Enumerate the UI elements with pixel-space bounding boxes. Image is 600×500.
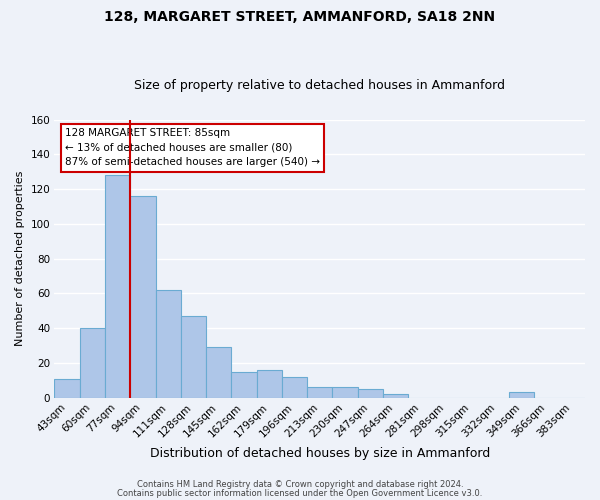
Bar (181, 316, 206, 398)
Bar (332, 387, 358, 398)
Bar (257, 370, 282, 398)
Bar (383, 394, 408, 398)
Bar (130, 196, 155, 398)
Text: Contains HM Land Registry data © Crown copyright and database right 2024.: Contains HM Land Registry data © Crown c… (137, 480, 463, 489)
Bar (55, 378, 80, 398)
Bar (206, 347, 232, 398)
Y-axis label: Number of detached properties: Number of detached properties (15, 171, 25, 346)
Bar (509, 392, 535, 398)
Title: Size of property relative to detached houses in Ammanford: Size of property relative to detached ho… (134, 79, 505, 92)
Bar (155, 290, 181, 398)
Bar (105, 175, 130, 398)
Bar (80, 328, 105, 398)
Bar (232, 372, 257, 398)
Text: Contains public sector information licensed under the Open Government Licence v3: Contains public sector information licen… (118, 488, 482, 498)
Text: 128 MARGARET STREET: 85sqm
← 13% of detached houses are smaller (80)
87% of semi: 128 MARGARET STREET: 85sqm ← 13% of deta… (65, 128, 320, 168)
Bar (358, 389, 383, 398)
X-axis label: Distribution of detached houses by size in Ammanford: Distribution of detached houses by size … (149, 447, 490, 460)
Bar (307, 387, 332, 398)
Text: 128, MARGARET STREET, AMMANFORD, SA18 2NN: 128, MARGARET STREET, AMMANFORD, SA18 2N… (104, 10, 496, 24)
Bar (282, 377, 307, 398)
